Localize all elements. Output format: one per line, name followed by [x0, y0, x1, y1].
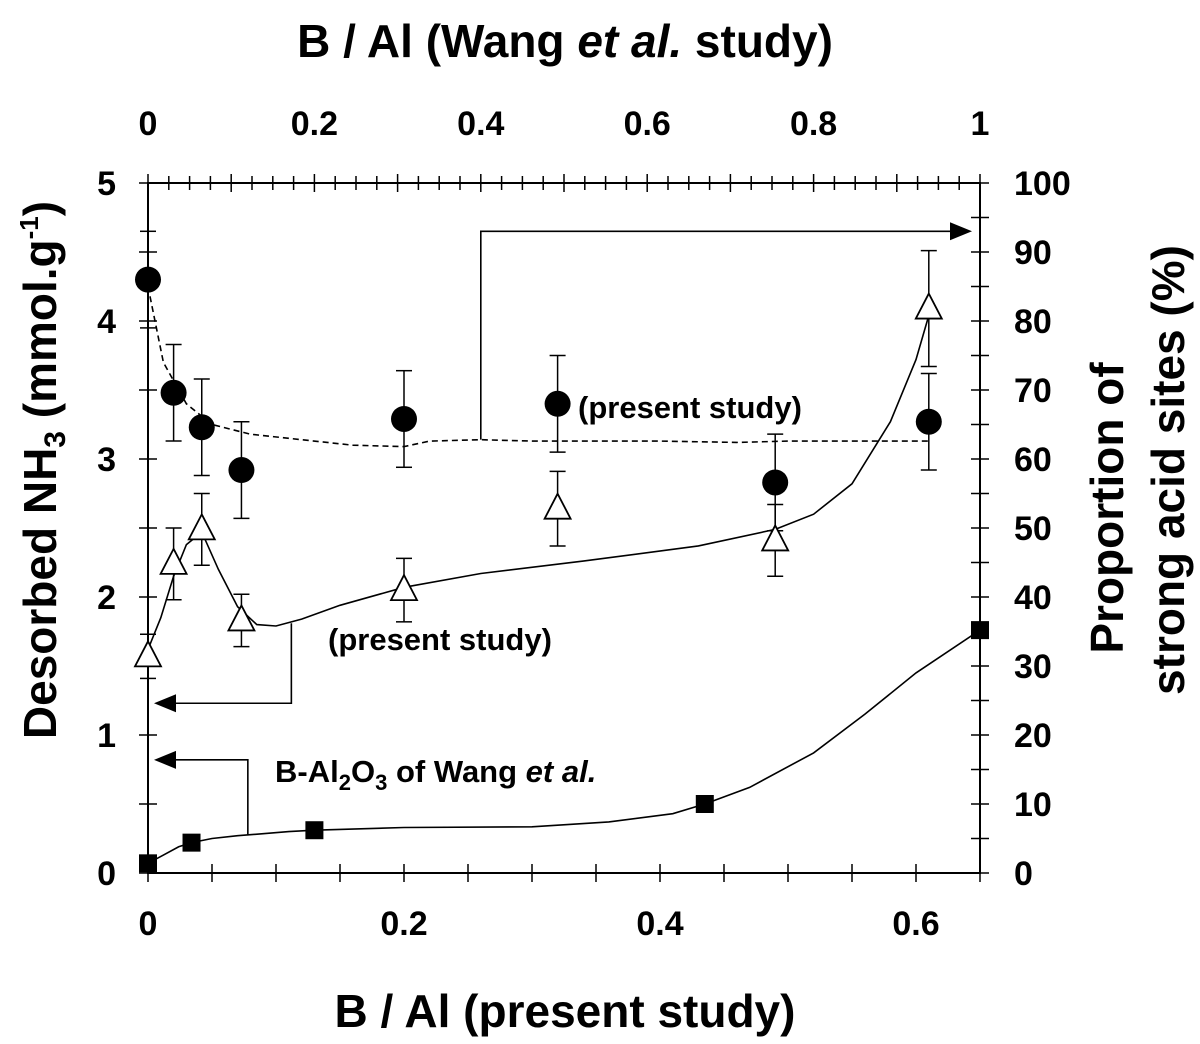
right-axis-title-line2: strong acid sites (%) [1142, 245, 1194, 695]
annotation-arrows [154, 222, 972, 835]
data-point-circle [135, 266, 161, 293]
filled-square-trend-line [147, 629, 981, 865]
top-axis-title: B / Al (Wang et al. study) [297, 15, 833, 67]
circles-to-right-axis-arrow [479, 230, 968, 440]
right-axis-tick-label: 60 [1014, 441, 1052, 479]
right-axis-tick-label: 100 [1014, 165, 1071, 203]
left-axis-tick-label: 1 [97, 717, 116, 755]
arrow-head [154, 694, 176, 713]
top-axis-tick-label: 1 [971, 105, 990, 143]
data-point-square [971, 621, 989, 640]
data-point-circle [188, 414, 215, 441]
data-point-triangle [226, 603, 256, 632]
left-axis-tick-label: 4 [97, 303, 116, 341]
squares-series-label: B-Al2O3 of Wang et al. [275, 754, 596, 795]
data-point-square [695, 795, 714, 813]
top-axis-tick-label: 0.6 [624, 105, 671, 143]
top-axis-tick-label: 0.4 [457, 105, 504, 143]
data-point-triangle [133, 639, 163, 668]
bottom-axis-title: B / Al (present study) [335, 985, 796, 1037]
right-axis-tick-label: 70 [1014, 372, 1052, 410]
filled-circle-trend-line [147, 286, 929, 448]
data-point-circle [228, 457, 255, 484]
arrow-head [154, 750, 176, 769]
data-point-circle [762, 469, 789, 496]
tick-labels: 0 0.2 0.4 0.60 0.2 0.4 0.6 0.8 10123450102030405… [97, 105, 1071, 943]
data-point-circle [391, 405, 417, 432]
data-point-triangle [187, 512, 217, 541]
data-point-square [139, 854, 157, 873]
error-bars [140, 230, 937, 680]
bottom-axis-tick-label: 0.2 [380, 905, 427, 943]
right-axis-tick-label: 90 [1014, 234, 1052, 272]
data-point-circle [160, 379, 187, 406]
left-axis-tick-label: 0 [97, 855, 116, 893]
right-axis-tick-label: 30 [1014, 648, 1052, 686]
data-point-triangle [159, 546, 189, 575]
arrow-head [950, 222, 972, 241]
right-axis-tick-label: 20 [1014, 717, 1052, 755]
top-axis-tick-label: 0 [139, 105, 158, 143]
data-markers [133, 266, 989, 873]
data-point-circle [915, 408, 942, 435]
bottom-axis-tick-label: 0 [139, 905, 158, 943]
right-axis-tick-label: 10 [1014, 786, 1052, 824]
data-point-square [182, 833, 201, 852]
triangles-to-left-axis-arrow [162, 623, 293, 705]
left-axis-tick-label: 5 [97, 165, 116, 203]
right-axis-tick-label: 0 [1014, 855, 1033, 893]
triangles-series-label: (present study) [328, 622, 552, 657]
left-axis-title: Desorbed NH3 (mmol.g-1) [14, 201, 72, 739]
left-axis-tick-label: 3 [97, 441, 116, 479]
right-axis-tick-label: 80 [1014, 303, 1052, 341]
right-axis-tick-label: 40 [1014, 579, 1052, 617]
squares-to-left-axis-arrow [162, 759, 249, 835]
open-triangle-trend-line [147, 315, 930, 650]
right-axis-title-line1: Proportion of [1081, 362, 1133, 654]
top-axis-tick-label: 0.8 [790, 105, 837, 143]
bottom-axis-tick-label: 0.6 [892, 905, 939, 943]
bottom-axis-tick-label: 0.4 [636, 905, 683, 943]
data-point-square [305, 821, 324, 840]
circles-series-label: (present study) [578, 390, 802, 425]
data-point-triangle [543, 491, 573, 520]
right-axis-tick-label: 50 [1014, 510, 1052, 548]
left-axis-tick-label: 2 [97, 579, 116, 617]
data-point-triangle [760, 523, 790, 552]
data-point-circle [544, 390, 571, 417]
data-point-triangle [389, 573, 419, 601]
data-point-triangle [914, 291, 944, 320]
top-axis-tick-label: 0.2 [291, 105, 338, 143]
